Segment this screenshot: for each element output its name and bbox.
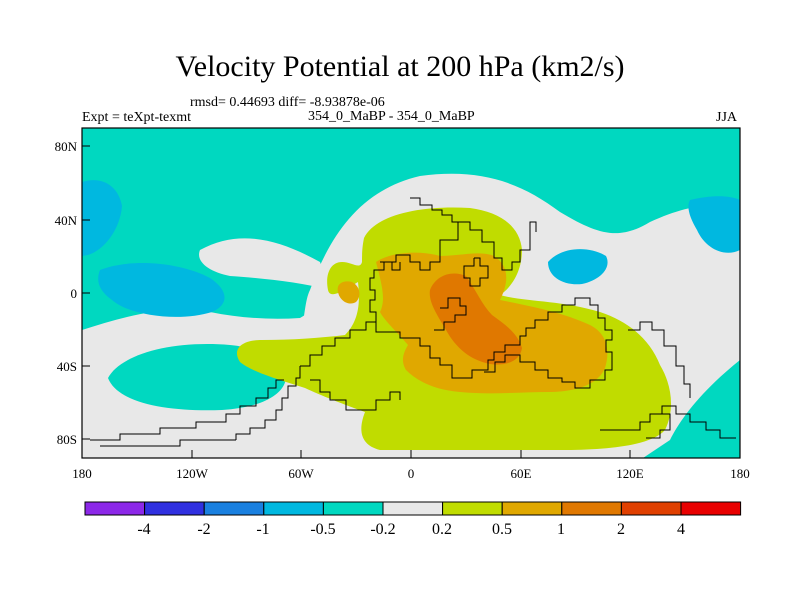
- coastline-antarctica-west: [90, 379, 284, 441]
- lat-tick-40S: 40S: [57, 359, 77, 374]
- contour-neg-1-cell-west: [82, 180, 122, 256]
- contour-neutral-band-pacific: [199, 238, 330, 290]
- lon-tick-60W: 60W: [288, 466, 314, 481]
- coastline-africa-eurasia: [369, 197, 613, 389]
- colorbar-label-6: 0.5: [492, 521, 512, 538]
- rmsd-diff-label: rmsd= 0.44693 diff= -8.93878e-06: [190, 95, 385, 110]
- coastline-south-america: [300, 312, 377, 367]
- lon-tick-0: 0: [408, 466, 415, 481]
- colorbar-box-10: [680, 501, 742, 516]
- contour-neg-1-cell-north-pacific: [548, 249, 608, 285]
- coastline-asia: [458, 221, 537, 271]
- contour-pos-1-core: [429, 273, 522, 365]
- lon-tick-180-west: 180: [72, 466, 92, 481]
- lon-tick-60E: 60E: [511, 466, 532, 481]
- contour-fill: [82, 128, 740, 458]
- lat-tick-0: 0: [71, 286, 78, 301]
- lon-tick-labels: 180 120W 60W 0 60E 120E 180: [72, 466, 750, 481]
- colorbar-label-9: 4: [677, 521, 685, 538]
- contour-neg-1-cell-east-pacific: [688, 196, 740, 253]
- lon-tick-120E: 120E: [616, 466, 644, 481]
- coastline-antarctica-east: [600, 405, 736, 439]
- lat-tick-80S: 80S: [57, 432, 77, 447]
- colorbar-box-6: [442, 501, 503, 516]
- colorbar-label-4: -0.2: [370, 521, 395, 538]
- lat-tick-labels: 80N 40N 0 40S 80S: [55, 139, 78, 447]
- lon-tick-120W: 120W: [176, 466, 209, 481]
- colorbar-label-7: 1: [557, 521, 565, 538]
- colorbar-box-3: [263, 501, 324, 516]
- contour-neg-1-cell-pacific: [98, 263, 225, 317]
- plot-title: Velocity Potential at 200 hPa (km2/s): [175, 50, 625, 83]
- colorbar-label-2: -1: [256, 521, 269, 538]
- colorbar-label-8: 2: [617, 521, 625, 538]
- colorbar: [84, 501, 742, 516]
- season-label: JJA: [716, 110, 738, 125]
- colorbar-label-5: 0.2: [432, 521, 452, 538]
- coastline-east-pacific: [628, 321, 691, 398]
- coastline-indian-subcontinent: [463, 257, 489, 287]
- colorbar-box-7: [501, 501, 563, 516]
- contour-pos-0.5-blob-atlantic: [337, 281, 360, 304]
- experiment-label: Expt = teXpt-texmt: [82, 110, 191, 125]
- axis-ticks: [81, 145, 741, 458]
- colorbar-box-4: [322, 501, 384, 516]
- lat-tick-40N: 40N: [55, 213, 78, 228]
- colorbar-labels: -4 -2 -1 -0.5 -0.2 0.2 0.5 1 2 4: [137, 521, 685, 538]
- colorbar-label-3: -0.5: [310, 521, 335, 538]
- colorbar-box-9: [620, 501, 682, 516]
- coastline-south-america-south: [235, 366, 301, 440]
- colorbar-box-8: [561, 501, 622, 516]
- coastline-south-pacific: [646, 413, 671, 439]
- case-label: 354_0_MaBP - 354_0_MaBP: [308, 109, 475, 124]
- coastline-arabia: [434, 297, 467, 331]
- colorbar-box-2: [203, 501, 265, 516]
- colorbar-box-5: [382, 501, 444, 516]
- lon-tick-180-east: 180: [730, 466, 750, 481]
- coastline-antarctic-peninsula: [310, 379, 401, 411]
- colorbar-box-0: [84, 501, 146, 516]
- lat-tick-80N: 80N: [55, 139, 78, 154]
- coastline-antarctica-edge: [100, 439, 236, 447]
- coastline-north-atlantic: [380, 261, 401, 271]
- colorbar-label-0: -4: [137, 521, 150, 538]
- coastlines: [90, 197, 736, 447]
- colorbar-box-1: [144, 501, 205, 516]
- colorbar-label-1: -2: [197, 521, 210, 538]
